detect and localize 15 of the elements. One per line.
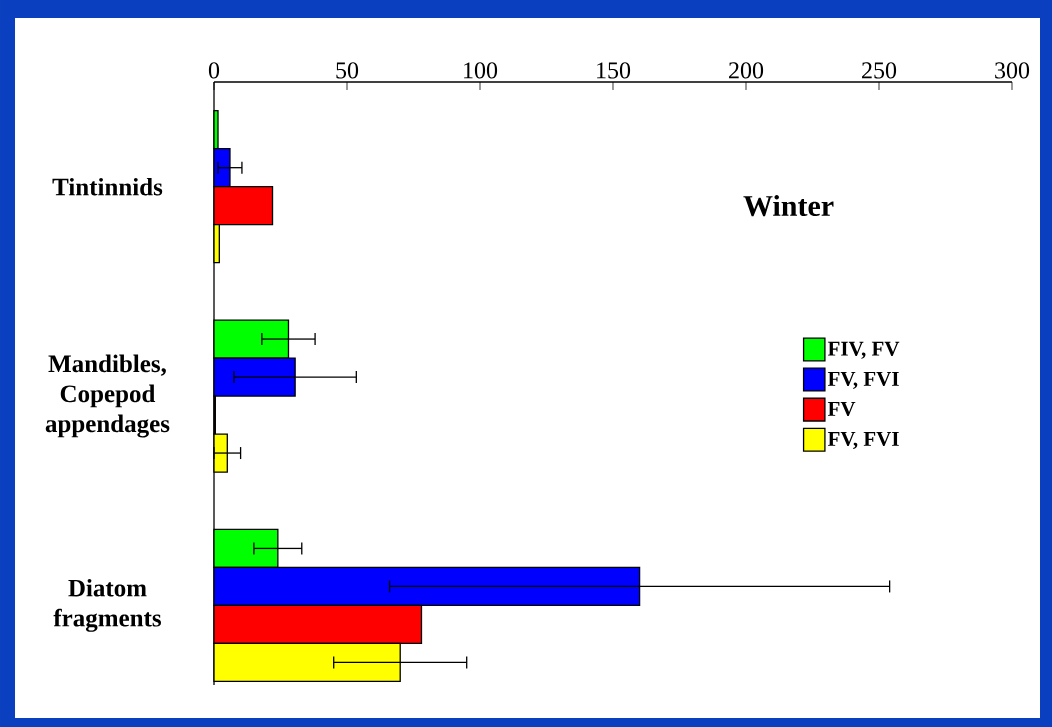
legend-label: FV	[827, 401, 856, 417]
x-tick-label: 50	[336, 62, 359, 79]
legend-label: FV, FVI	[827, 371, 899, 389]
x-tick-label: 150	[597, 62, 631, 79]
y-tick-label: Mandibles, Copepod appendages	[45, 354, 170, 438]
x-tick-label: 200	[729, 62, 764, 79]
text: Winter	[743, 195, 834, 217]
legend-label: FIV, FV	[827, 341, 900, 359]
x-tick-label: 0	[208, 62, 220, 79]
y-tick-label: Tintinnids	[52, 177, 163, 196]
x-tick-label: 300	[995, 62, 1030, 79]
x-tick-label: 250	[862, 62, 897, 79]
legend-label: FV, FVI	[827, 432, 899, 450]
y-tick-label: Diatom fragments	[53, 579, 162, 632]
x-tick-label: 100	[464, 62, 498, 79]
